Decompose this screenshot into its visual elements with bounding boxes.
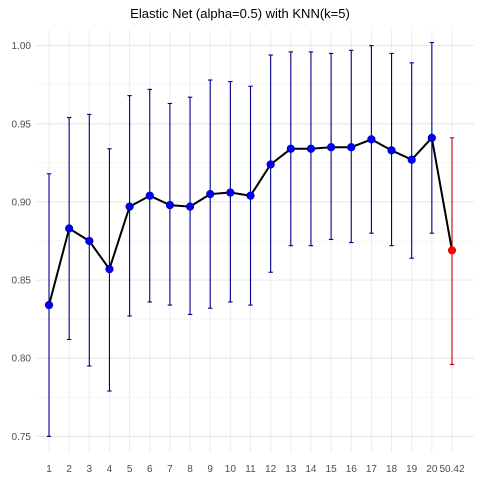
x-tick-label: 19 bbox=[406, 464, 418, 475]
y-tick-label: 0.90 bbox=[12, 197, 32, 208]
gridlines bbox=[36, 30, 474, 452]
data-point bbox=[387, 146, 396, 155]
highlight-point bbox=[447, 246, 457, 255]
x-tick-label: 9 bbox=[207, 464, 213, 475]
data-point bbox=[367, 135, 376, 144]
y-tick-label: 0.75 bbox=[12, 432, 32, 443]
x-tick-label: 17 bbox=[366, 464, 378, 475]
x-tick-label: 14 bbox=[305, 464, 317, 475]
data-point bbox=[306, 144, 316, 153]
data-point bbox=[347, 143, 356, 152]
data-point bbox=[206, 190, 215, 199]
x-tick-label: 20 bbox=[426, 464, 438, 475]
data-point bbox=[165, 200, 174, 210]
data-point bbox=[266, 160, 275, 169]
y-tick-label: 0.80 bbox=[12, 354, 32, 365]
y-tick-label: 1.00 bbox=[12, 41, 32, 52]
data-point bbox=[286, 144, 295, 153]
x-axis-ticks: 1 2 3 4 5 6 7 8 9 10 11 12 13 14 15 16 17 18 19 20 50.42 bbox=[46, 464, 465, 475]
y-tick-label: 0.95 bbox=[12, 119, 32, 130]
x-tick-label: 50.42 bbox=[439, 464, 464, 475]
x-tick-label: 7 bbox=[167, 464, 173, 475]
data-point bbox=[125, 202, 134, 211]
x-tick-label: 1 bbox=[46, 464, 52, 475]
x-tick-label: 4 bbox=[107, 464, 113, 475]
x-tick-label: 8 bbox=[187, 464, 193, 475]
x-tick-label: 12 bbox=[265, 464, 277, 475]
x-tick-label: 10 bbox=[225, 464, 237, 475]
data-point bbox=[44, 300, 54, 310]
data-point bbox=[427, 133, 436, 142]
data-point bbox=[105, 265, 114, 274]
data-point bbox=[65, 224, 74, 233]
data-point bbox=[145, 191, 154, 200]
data-point bbox=[246, 191, 255, 200]
chart-title: Elastic Net (alpha=0.5) with KNN(k=5) bbox=[130, 6, 350, 21]
x-tick-label: 15 bbox=[326, 464, 338, 475]
x-tick-label: 3 bbox=[87, 464, 93, 475]
x-tick-label: 18 bbox=[386, 464, 398, 475]
data-points bbox=[44, 133, 457, 310]
x-tick-label: 13 bbox=[285, 464, 297, 475]
data-point bbox=[226, 188, 235, 197]
data-point bbox=[327, 143, 336, 152]
x-tick-label: 16 bbox=[346, 464, 358, 475]
x-tick-label: 6 bbox=[147, 464, 153, 475]
x-tick-label: 11 bbox=[245, 464, 256, 475]
data-point bbox=[85, 236, 94, 246]
data-point bbox=[185, 202, 195, 211]
data-point bbox=[407, 155, 416, 164]
x-tick-label: 5 bbox=[127, 464, 133, 475]
y-axis-ticks: 0.75 0.80 0.85 0.90 0.95 1.00 bbox=[12, 41, 32, 443]
x-tick-label: 2 bbox=[66, 464, 72, 475]
y-tick-label: 0.85 bbox=[12, 276, 32, 287]
